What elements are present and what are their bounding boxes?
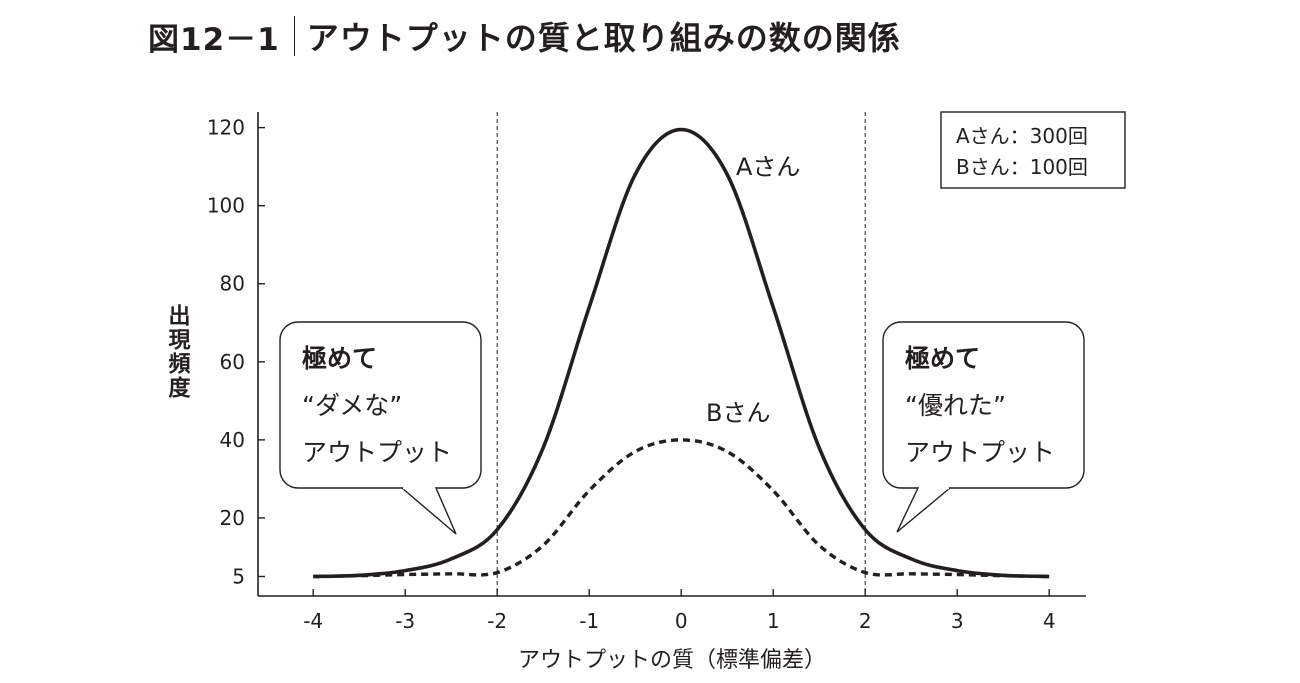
x-tick-label: -1 [579,609,599,633]
x-tick-label: -4 [303,609,323,633]
x-tick-label: 4 [1043,609,1056,633]
figure-number: 図12－1 [148,21,280,58]
series-label-b: Bさん [706,399,770,427]
legend-entry: Aさん：300回 [956,124,1088,148]
x-tick-label: -2 [487,609,507,633]
callout-text-left: 極めて [302,344,377,373]
callout-pointer-right [896,487,951,533]
callout-text-right: “優れた” [905,391,1006,420]
figure-title: アウトプットの質と取り組みの数の関係 [306,19,901,57]
figure-header: 図12－1 アウトプットの質と取り組みの数の関係 [148,12,901,60]
x-tick-label: -3 [395,609,415,633]
x-tick-label: 1 [767,609,780,633]
y-tick-label: 5 [232,564,245,588]
y-tick-label: 60 [220,350,245,374]
x-tick-label: 0 [675,609,688,633]
x-tick-label: 2 [859,609,872,633]
y-tick-label: 100 [207,194,245,218]
callout-text-left: アウトプット [302,438,452,467]
callout-bubble-left [279,321,482,489]
series-line-b [313,438,1050,579]
callout-bubble-right [882,321,1085,489]
series-line-a [313,127,1050,579]
y-axis-title: 出現頻度 [165,304,191,400]
figure-header-divider [293,16,295,56]
legend-entry: Bさん：100回 [956,155,1088,179]
callout-text-right: 極めて [905,344,980,373]
callout-pointer-left [401,487,457,535]
x-tick-label: 3 [951,609,964,633]
y-tick-label: 20 [220,506,245,530]
callout-text-right: アウトプット [905,438,1055,467]
series-label-a: Aさん [736,153,800,181]
y-tick-label: 80 [220,272,245,296]
x-axis-title: アウトプットの質（標準偏差） [518,648,826,673]
y-tick-label: 40 [220,428,245,452]
y-tick-label: 120 [207,116,245,140]
legend-box [940,111,1126,189]
callout-text-left: “ダメな” [302,391,402,420]
